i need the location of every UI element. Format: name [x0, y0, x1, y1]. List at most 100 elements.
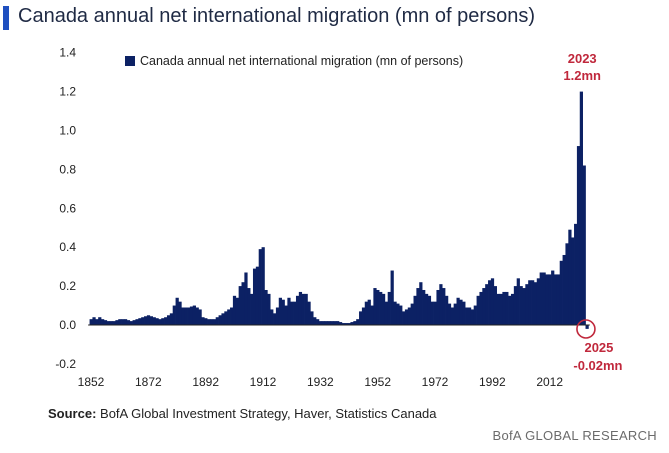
- bar-1896: [215, 317, 219, 325]
- bar-1994: [496, 293, 500, 325]
- chart-title: Canada annual net international migratio…: [18, 5, 535, 27]
- bar-2025: [585, 325, 589, 329]
- bar-1938: [336, 321, 340, 325]
- bar-1902: [232, 295, 237, 325]
- x-tick-label: 1892: [192, 375, 219, 389]
- bar-1982: [462, 301, 466, 325]
- bar-2013: [551, 270, 555, 325]
- bar-1983: [465, 307, 469, 325]
- bar-2007: [533, 282, 538, 325]
- bar-1930: [313, 317, 317, 325]
- bar-2016: [559, 260, 563, 325]
- x-tick-label: 1852: [78, 375, 105, 389]
- x-tick-label: 1932: [307, 375, 334, 389]
- bar-1996: [502, 291, 506, 325]
- bar-1977: [447, 303, 452, 325]
- bar-1864: [123, 319, 128, 325]
- bar-1939: [338, 322, 343, 325]
- source-text: BofA Global Investment Strategy, Haver, …: [100, 406, 437, 421]
- annotation-2025-year: 2025: [584, 340, 613, 355]
- bar-1886: [187, 307, 191, 325]
- bar-1874: [152, 317, 156, 325]
- bar-1867: [132, 320, 136, 325]
- annotations: 2023 1.2mn 2025 -0.02mn: [563, 51, 622, 373]
- bar-1972: [433, 301, 437, 325]
- bar-1990: [485, 284, 489, 325]
- bar-1978: [450, 307, 454, 325]
- bar-1905: [241, 282, 245, 325]
- x-tick-label: 1992: [479, 375, 506, 389]
- brand-footer: BofA GLOBAL RESEARCH: [492, 428, 657, 443]
- bar-1969: [424, 293, 429, 325]
- source-label: Source:: [48, 406, 97, 421]
- bar-1954: [381, 293, 386, 325]
- bar-1914: [267, 293, 271, 325]
- bar-1936: [330, 321, 334, 325]
- bar-1888: [192, 305, 196, 325]
- bar-2015: [556, 274, 561, 325]
- bar-1920: [284, 305, 288, 325]
- bar-1889: [195, 307, 199, 325]
- bar-1952: [376, 289, 380, 325]
- bar-1935: [327, 321, 331, 325]
- bar-1910: [255, 266, 260, 325]
- bar-1882: [175, 297, 179, 325]
- y-axis: -0.2 0.0 0.2 0.4 0.6 0.8 1.0 1.2 1.4: [55, 46, 76, 371]
- bar-1871: [144, 316, 148, 325]
- bar-1932: [318, 321, 323, 325]
- bar-1901: [230, 307, 234, 325]
- bar-1955: [384, 301, 389, 325]
- bar-2021: [574, 223, 578, 325]
- bar-1981: [459, 299, 463, 325]
- bar-1917: [275, 307, 280, 325]
- bar-1865: [126, 320, 131, 325]
- bar-1948: [364, 301, 368, 325]
- bar-1897: [218, 315, 222, 325]
- y-tick-label: 0.2: [59, 279, 76, 293]
- bar-1958: [393, 301, 397, 325]
- bar-chart: -0.2 0.0 0.2 0.4 0.6 0.8 1.0 1.2 1.4 1852 1872 189…: [55, 46, 622, 389]
- bars: [89, 91, 589, 329]
- x-tick-label: 1872: [135, 375, 162, 389]
- legend-swatch: [125, 56, 135, 66]
- bar-1984: [467, 307, 472, 325]
- bar-1927: [304, 293, 308, 325]
- bar-1998: [508, 295, 512, 325]
- bar-1873: [149, 316, 153, 325]
- bar-1991: [488, 280, 492, 325]
- bar-1944: [353, 321, 357, 325]
- bar-1858: [106, 321, 110, 325]
- bar-1950: [370, 305, 374, 325]
- x-axis: 1852 1872 1892 1912 1932 1952 1972 1992 2012: [78, 375, 564, 389]
- annotation-2025-value: -0.02mn: [573, 358, 622, 373]
- bar-2003: [522, 288, 526, 325]
- y-tick-label: 0.4: [59, 240, 76, 254]
- bar-1986: [473, 305, 477, 325]
- bar-1985: [470, 309, 475, 325]
- bar-2024: [582, 165, 586, 325]
- bar-1967: [419, 282, 423, 325]
- annotation-2023-value: 1.2mn: [563, 68, 601, 83]
- bar-1922: [290, 301, 294, 325]
- bar-1907: [247, 288, 251, 325]
- bar-1953: [379, 291, 383, 325]
- bar-1900: [227, 309, 231, 325]
- bar-1979: [453, 303, 457, 325]
- bar-1852: [89, 319, 93, 325]
- bar-1976: [445, 295, 449, 325]
- bar-1903: [235, 297, 239, 325]
- bar-1970: [427, 295, 432, 325]
- bar-1966: [416, 288, 420, 325]
- y-tick-label: 1.2: [59, 85, 76, 99]
- bar-1872: [146, 315, 151, 325]
- bar-1887: [189, 306, 194, 325]
- bar-1959: [396, 303, 400, 325]
- bar-1928: [307, 301, 311, 325]
- bar-1912: [261, 247, 265, 325]
- bar-1971: [430, 301, 434, 325]
- bar-1975: [442, 288, 446, 325]
- bar-2002: [519, 286, 523, 325]
- bar-1973: [436, 289, 440, 325]
- bar-2005: [528, 280, 532, 325]
- bar-1884: [181, 307, 185, 325]
